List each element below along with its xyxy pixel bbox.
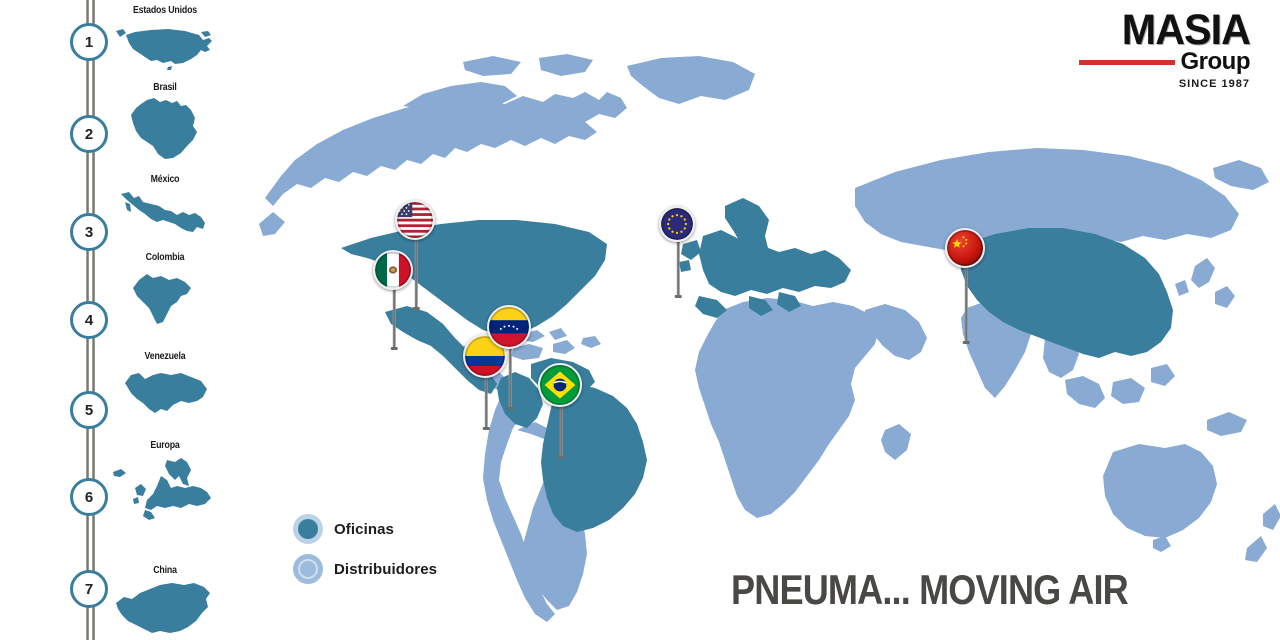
flag-ve-icon — [487, 305, 531, 349]
sidebar-item-estados-unidos[interactable]: Estados Unidos — [100, 5, 230, 75]
logo-group-word: Group — [1180, 48, 1251, 75]
step-ring: 6 — [70, 478, 108, 516]
step-number: 2 — [84, 125, 94, 143]
step-number: 1 — [84, 33, 94, 51]
map-highlighted-countries — [341, 198, 1173, 532]
country-label: Colombia — [145, 252, 185, 263]
brazil-thumbnail-icon — [100, 96, 230, 162]
map-pin-colombia[interactable] — [463, 334, 509, 430]
map-pin-european-union[interactable] — [659, 206, 697, 298]
sidebar-item-mexico[interactable]: México — [100, 174, 230, 244]
sidebar-item-europa[interactable]: Europa — [100, 440, 230, 522]
map-legend: Oficinas Distribuidores — [293, 512, 437, 592]
venezuela-thumbnail-icon — [100, 365, 230, 425]
step-ring: 2 — [70, 115, 108, 153]
step-marker-5[interactable]: 5 — [70, 391, 108, 429]
step-marker-2[interactable]: 2 — [70, 115, 108, 153]
united-states-thumbnail-icon — [100, 19, 230, 75]
country-label: Venezuela — [144, 351, 186, 362]
map-light-countries — [259, 54, 1280, 622]
step-marker-4[interactable]: 4 — [70, 301, 108, 339]
legend-item-distribuidores[interactable]: Distribuidores — [293, 552, 437, 586]
pin-stem — [963, 266, 969, 344]
step-ring: 5 — [70, 391, 108, 429]
country-label: Estados Unidos — [132, 5, 198, 16]
flag-us-icon — [395, 200, 435, 240]
step-number: 6 — [84, 488, 94, 506]
flag-br-icon — [538, 363, 582, 407]
mexico-thumbnail-icon — [100, 188, 230, 244]
country-label: México — [150, 174, 180, 185]
legend-distributor-marker-icon — [293, 554, 323, 584]
legend-label: Oficinas — [334, 520, 394, 538]
logo-red-bar-icon — [1078, 59, 1175, 65]
step-ring: 7 — [70, 570, 108, 608]
pin-stem — [483, 376, 489, 430]
flag-cn-icon — [945, 228, 985, 268]
flag-eu-icon — [659, 206, 695, 242]
step-marker-1[interactable]: 1 — [70, 23, 108, 61]
flag-co-icon — [463, 334, 507, 378]
world-map — [255, 48, 1280, 628]
sidebar-item-colombia[interactable]: Colombia — [100, 252, 230, 328]
pin-stem — [507, 347, 513, 410]
step-number: 4 — [84, 311, 94, 329]
sidebar-item-venezuela[interactable]: Venezuela — [100, 351, 230, 425]
step-marker-6[interactable]: 6 — [70, 478, 108, 516]
map-pin-brazil[interactable] — [538, 363, 584, 459]
step-number: 5 — [84, 401, 94, 419]
step-ring: 1 — [70, 23, 108, 61]
flag-mx-icon — [373, 250, 413, 290]
country-label: China — [153, 565, 177, 576]
tagline: PNEUMA... MOVING AIR — [731, 566, 1129, 613]
step-marker-3[interactable]: 3 — [70, 213, 108, 251]
logo-wordmark: MASIA — [1121, 6, 1251, 54]
logo-subrow: Group — [1072, 50, 1250, 74]
pin-stem — [675, 240, 681, 298]
country-label: Brasil — [153, 82, 177, 93]
pin-stem — [558, 405, 564, 459]
step-number: 7 — [84, 580, 94, 598]
pin-stem — [413, 238, 419, 310]
pin-stem — [391, 288, 397, 350]
sidebar-item-brasil[interactable]: Brasil — [100, 82, 230, 162]
map-pin-china[interactable] — [945, 228, 987, 344]
map-pin-mexico[interactable] — [373, 250, 415, 350]
sidebar-item-china[interactable]: China — [100, 565, 230, 639]
map-pin-united-states[interactable] — [395, 200, 437, 310]
step-number: 3 — [84, 223, 94, 241]
legend-item-oficinas[interactable]: Oficinas — [293, 512, 437, 546]
colombia-thumbnail-icon — [100, 266, 230, 328]
legend-office-marker-icon — [293, 514, 323, 544]
country-label: Europa — [150, 440, 180, 451]
step-ring: 4 — [70, 301, 108, 339]
world-map-svg — [259, 54, 1280, 622]
map-pin-venezuela[interactable] — [487, 305, 533, 410]
logo-since-text: SINCE 1987 — [1178, 78, 1250, 90]
china-thumbnail-icon — [100, 579, 230, 639]
legend-label: Distribuidores — [334, 560, 438, 578]
europe-thumbnail-icon — [100, 454, 230, 522]
step-ring: 3 — [70, 213, 108, 251]
brand-logo[interactable]: MASIA Group SINCE 1987 — [1072, 6, 1251, 90]
step-marker-7[interactable]: 7 — [70, 570, 108, 608]
